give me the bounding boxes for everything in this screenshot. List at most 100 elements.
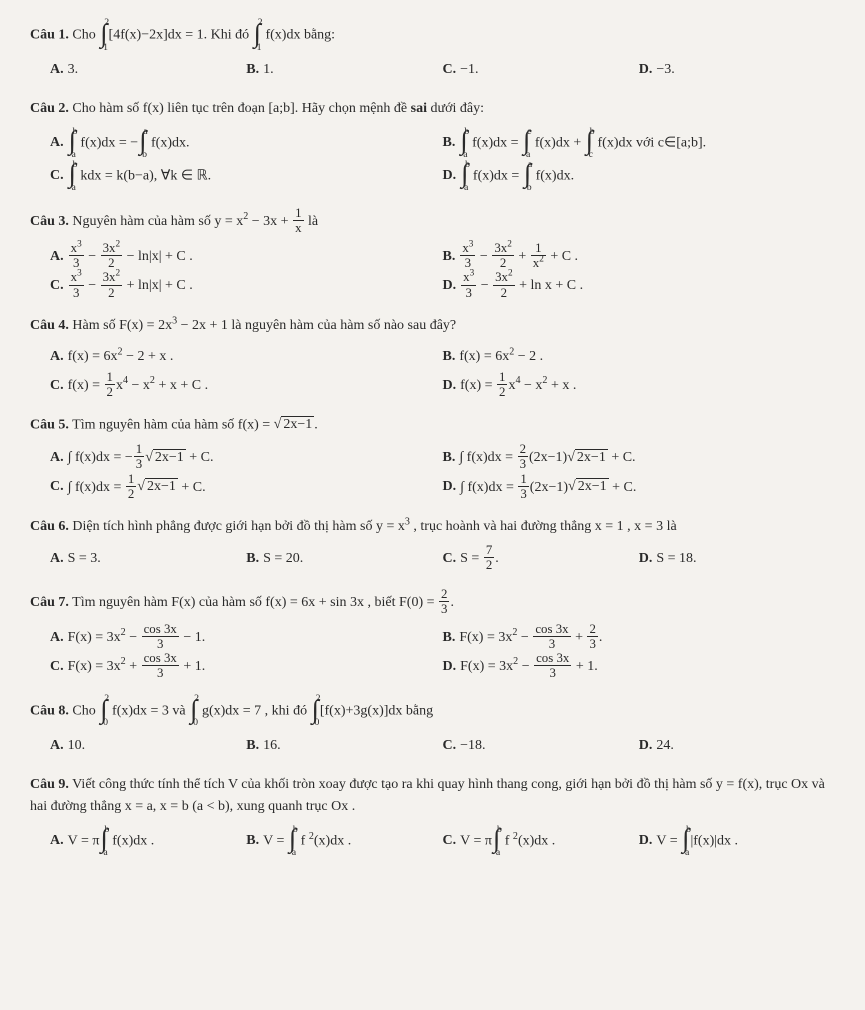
- question-stem: Câu 5. Tìm nguyên hàm của hàm số f(x) = …: [30, 414, 835, 437]
- option-label: B.: [443, 444, 456, 472]
- option-label: D.: [443, 162, 457, 190]
- options: A. 10.B. 16.C. −18.D. 24.: [50, 732, 835, 760]
- question-stem: Câu 6. Diện tích hình phẳng được giới hạ…: [30, 516, 835, 538]
- question-stem: Câu 3. Nguyên hàm của hàm số y = x2 − 3x…: [30, 207, 835, 236]
- option-text: 10.: [68, 732, 86, 760]
- option: C. f(x) = 12x4 − x2 + x + C .: [50, 371, 443, 400]
- option-text: −1.: [460, 56, 478, 84]
- option: D. V = b∫a|f(x)|dx .: [639, 825, 835, 858]
- option-text: b∫a f(x)dx = −a∫b f(x)dx.: [68, 127, 190, 160]
- option-label: C.: [50, 473, 64, 501]
- option-label: C.: [50, 272, 64, 300]
- option-text: ∫ f(x)dx = 23(2x−1)2x−1 + C.: [459, 443, 635, 472]
- option-label: C.: [50, 372, 64, 400]
- options: A. S = 3.B. S = 20.C. S = 72.D. S = 18.: [50, 544, 835, 573]
- option-label: B.: [246, 827, 259, 855]
- options: A. F(x) = 3x2 − cos 3x3 − 1.B. F(x) = 3x…: [50, 623, 835, 682]
- option: D. 24.: [639, 732, 835, 760]
- option-text: ∫ f(x)dx = 13(2x−1)2x−1 + C.: [460, 473, 636, 502]
- option-label: C.: [50, 162, 64, 190]
- question-label: Câu 3.: [30, 214, 69, 229]
- option: B. f(x) = 6x2 − 2 .: [443, 343, 836, 371]
- option-text: f(x) = 6x2 − 2 .: [459, 343, 543, 371]
- option-text: b∫a f(x)dx = c∫a f(x)dx + b∫c f(x)dx với…: [459, 127, 706, 160]
- option-label: A.: [50, 732, 64, 760]
- option: A. F(x) = 3x2 − cos 3x3 − 1.: [50, 623, 443, 652]
- question: Câu 2. Cho hàm số f(x) liên tục trên đoạ…: [30, 98, 835, 192]
- options: A. V = πb∫a f(x)dx .B. V = b∫a f 2(x)dx …: [50, 825, 835, 858]
- option-text: f(x) = 12x4 − x2 + x + C .: [68, 371, 208, 400]
- option: D. x33 − 3x22 + ln x + C .: [443, 271, 836, 300]
- option-text: f(x) = 6x2 − 2 + x .: [68, 343, 174, 371]
- option-label: D.: [639, 545, 653, 573]
- question-stem: Câu 2. Cho hàm số f(x) liên tục trên đoạ…: [30, 98, 835, 120]
- option-text: x33 − 3x22 + ln|x| + C .: [68, 271, 193, 300]
- option-label: C.: [443, 545, 457, 573]
- option-label: D.: [639, 827, 653, 855]
- option-text: 24.: [656, 732, 674, 760]
- question: Câu 4. Hàm số F(x) = 2x3 − 2x + 1 là ngu…: [30, 315, 835, 401]
- question: Câu 3. Nguyên hàm của hàm số y = x2 − 3x…: [30, 207, 835, 301]
- option-label: D.: [443, 272, 457, 300]
- option: C. V = πb∫a f 2(x)dx .: [443, 825, 639, 858]
- option-label: A.: [50, 545, 64, 573]
- option: A. b∫a f(x)dx = −a∫b f(x)dx.: [50, 127, 443, 160]
- option: A. ∫ f(x)dx = −132x−1 + C.: [50, 443, 443, 472]
- option-text: V = b∫a|f(x)|dx .: [656, 825, 738, 858]
- option-text: 3.: [68, 56, 79, 84]
- option-text: 16.: [263, 732, 281, 760]
- option-label: B.: [443, 343, 456, 371]
- options: A. b∫a f(x)dx = −a∫b f(x)dx.B. b∫a f(x)d…: [50, 127, 835, 193]
- option-label: B.: [246, 545, 259, 573]
- option: B. 16.: [246, 732, 442, 760]
- options: A. ∫ f(x)dx = −132x−1 + C.B. ∫ f(x)dx = …: [50, 443, 835, 502]
- options: A. x33 − 3x22 − ln|x| + C .B. x33 − 3x22…: [50, 242, 835, 301]
- options: A. f(x) = 6x2 − 2 + x .B. f(x) = 6x2 − 2…: [50, 343, 835, 400]
- option: A. V = πb∫a f(x)dx .: [50, 825, 246, 858]
- option-text: x33 − 3x22 + 1x2 + C .: [459, 242, 578, 271]
- option-text: S = 18.: [656, 545, 696, 573]
- question-label: Câu 4.: [30, 318, 69, 333]
- option-label: A.: [50, 129, 64, 157]
- option: D. ∫ f(x)dx = 13(2x−1)2x−1 + C.: [443, 473, 836, 502]
- question: Câu 7. Tìm nguyên hàm F(x) của hàm số f(…: [30, 588, 835, 682]
- option-label: B.: [246, 56, 259, 84]
- question-stem: Câu 9. Viết công thức tính thể tích V củ…: [30, 774, 835, 819]
- option-label: D.: [443, 473, 457, 501]
- option-text: F(x) = 3x2 + cos 3x3 + 1.: [68, 652, 206, 681]
- option-label: C.: [50, 653, 64, 681]
- option-label: A.: [50, 624, 64, 652]
- option: B. ∫ f(x)dx = 23(2x−1)2x−1 + C.: [443, 443, 836, 472]
- option: B. b∫a f(x)dx = c∫a f(x)dx + b∫c f(x)dx …: [443, 127, 836, 160]
- option-label: D.: [443, 653, 457, 681]
- option: A. f(x) = 6x2 − 2 + x .: [50, 343, 443, 371]
- option: D. f(x) = 12x4 − x2 + x .: [443, 371, 836, 400]
- option: D. −3.: [639, 56, 835, 84]
- option-label: C.: [443, 827, 457, 855]
- option-text: F(x) = 3x2 − cos 3x3 − 1.: [68, 623, 206, 652]
- option: A. 10.: [50, 732, 246, 760]
- question: Câu 8. Cho 2∫0 f(x)dx = 3 và 2∫0 g(x)dx …: [30, 696, 835, 760]
- option-label: A.: [50, 56, 64, 84]
- option-text: −18.: [460, 732, 485, 760]
- options: A. 3.B. 1.C. −1.D. −3.: [50, 56, 835, 84]
- option-label: C.: [443, 732, 457, 760]
- question-label: Câu 5.: [30, 418, 69, 433]
- option: C. −1.: [443, 56, 639, 84]
- option-text: −3.: [656, 56, 674, 84]
- option: A. 3.: [50, 56, 246, 84]
- option: A. S = 3.: [50, 544, 246, 573]
- option-label: B.: [443, 624, 456, 652]
- option: D. S = 18.: [639, 544, 835, 573]
- question: Câu 1. Cho 2∫1[4f(x)−2x]dx = 1. Khi đó 2…: [30, 20, 835, 84]
- option-label: A.: [50, 343, 64, 371]
- question-stem: Câu 8. Cho 2∫0 f(x)dx = 3 và 2∫0 g(x)dx …: [30, 696, 835, 726]
- option-label: B.: [443, 129, 456, 157]
- question: Câu 6. Diện tích hình phẳng được giới hạ…: [30, 516, 835, 574]
- option-text: S = 20.: [263, 545, 303, 573]
- question-stem: Câu 4. Hàm số F(x) = 2x3 − 2x + 1 là ngu…: [30, 315, 835, 337]
- option: D. b∫a f(x)dx = a∫b f(x)dx.: [443, 160, 836, 193]
- option-text: b∫a f(x)dx = a∫b f(x)dx.: [460, 160, 574, 193]
- option: B. V = b∫a f 2(x)dx .: [246, 825, 442, 858]
- question-label: Câu 9.: [30, 777, 69, 792]
